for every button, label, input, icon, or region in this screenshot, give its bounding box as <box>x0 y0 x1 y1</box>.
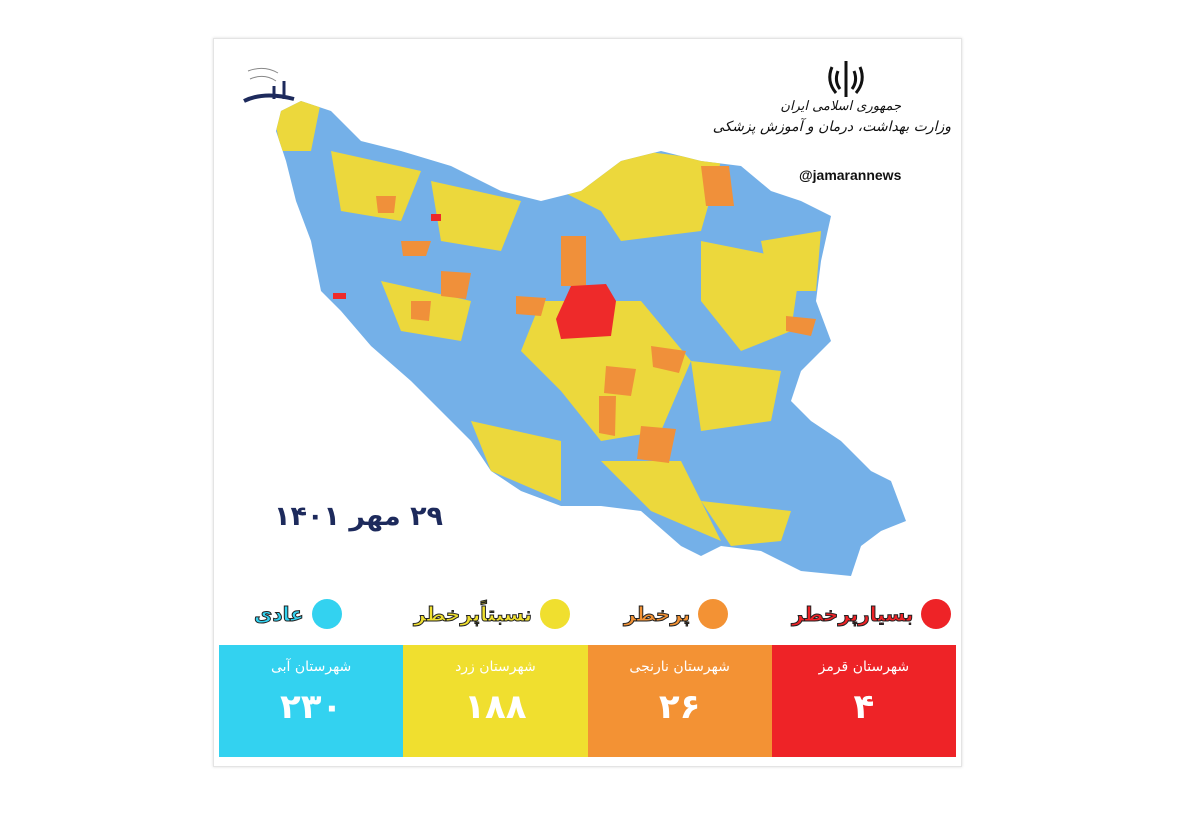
orange-dot-icon <box>698 599 729 629</box>
legend-label: نسبتاًپرخطر <box>414 602 533 627</box>
date-label: ۲۹ مهر ۱۴۰۱ <box>274 501 444 532</box>
count-label: شهرستان زرد <box>455 659 536 675</box>
orange-count-box: شهرستان نارنجی ۲۶ <box>587 645 772 757</box>
blue-dot-icon <box>311 599 342 629</box>
count-value: ۲۳۰ <box>279 687 343 727</box>
republic-title: جمهوری اسلامی ایران <box>780 99 901 114</box>
map-regions-red <box>333 214 616 339</box>
legend-moderate-risk: نسبتاًپرخطر <box>414 599 570 629</box>
count-value: ۲۶ <box>658 687 701 727</box>
blue-count-box: شهرستان آبی ۲۳۰ <box>219 645 404 757</box>
infographic-card: جمهوری اسلامی ایران وزارت بهداشت، درمان … <box>213 38 962 767</box>
legend-label: پرخطر <box>623 602 691 627</box>
legend-label: عادی <box>254 602 305 627</box>
map-regions-orange <box>376 166 816 463</box>
count-value: ۱۸۸ <box>464 687 527 727</box>
legend-very-high-risk: بسیارپرخطر <box>791 599 952 629</box>
count-label: شهرستان آبی <box>270 659 352 675</box>
red-dot-icon <box>921 599 952 629</box>
count-value: ۴ <box>853 687 875 727</box>
count-label: شهرستان نارنجی <box>629 659 730 675</box>
social-handle: @jamarannews <box>799 167 902 183</box>
yellow-count-box: شهرستان زرد ۱۸۸ <box>403 645 588 757</box>
yellow-dot-icon <box>540 599 570 629</box>
ministry-title: وزارت بهداشت، درمان و آموزش پزشکی <box>712 119 951 135</box>
producer-logo <box>243 67 295 103</box>
red-count-box: شهرستان قرمز ۴ <box>771 645 956 757</box>
legend-high-risk: پرخطر <box>623 599 729 629</box>
county-count-boxes: شهرستان قرمز ۴ شهرستان نارنجی ۲۶ شهرستان… <box>219 645 956 757</box>
legend-normal: عادی <box>254 599 342 629</box>
legend-label: بسیارپرخطر <box>791 602 914 627</box>
iran-emblem-icon <box>828 61 864 97</box>
count-label: شهرستان قرمز <box>818 659 910 675</box>
iran-risk-map <box>276 101 906 576</box>
